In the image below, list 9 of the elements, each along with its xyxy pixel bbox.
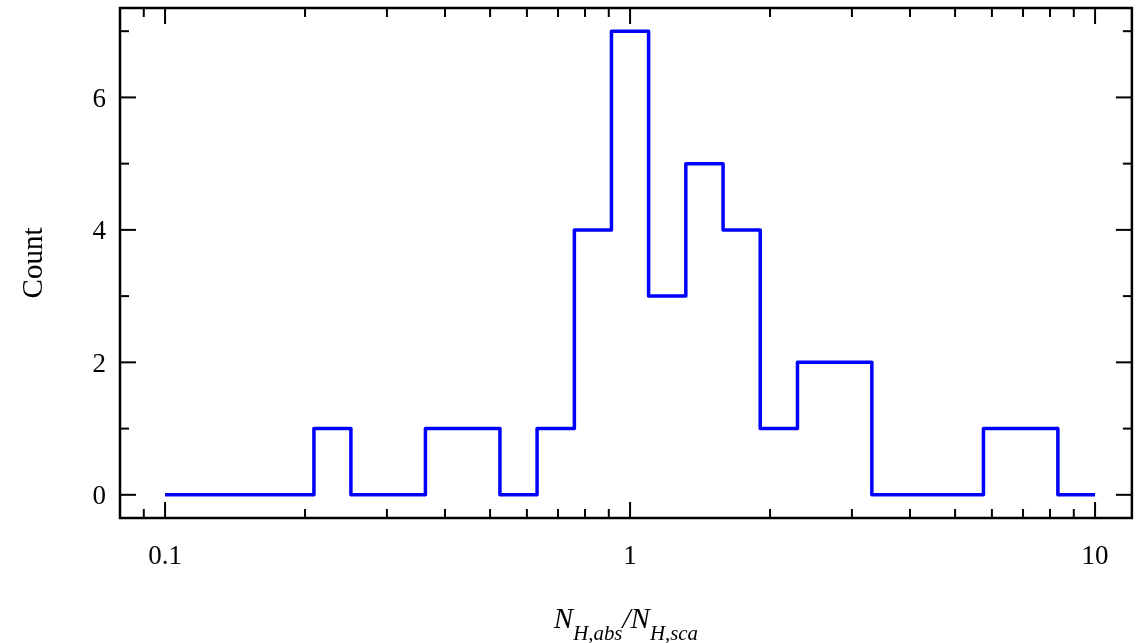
y-tick-label: 0 xyxy=(92,480,106,511)
y-axis-title: Count xyxy=(16,227,48,299)
y-tick-label: 6 xyxy=(92,82,106,113)
x-tick-label: 10 xyxy=(1081,540,1109,570)
x-tick-label: 0.1 xyxy=(148,540,182,570)
y-tick-label: 4 xyxy=(92,215,107,246)
x-tick-label: 1 xyxy=(623,540,637,570)
y-tick-label: 2 xyxy=(92,347,106,378)
x-axis-title: N$_{H,abs}$/N$_{H,sca}$ xyxy=(552,602,699,643)
